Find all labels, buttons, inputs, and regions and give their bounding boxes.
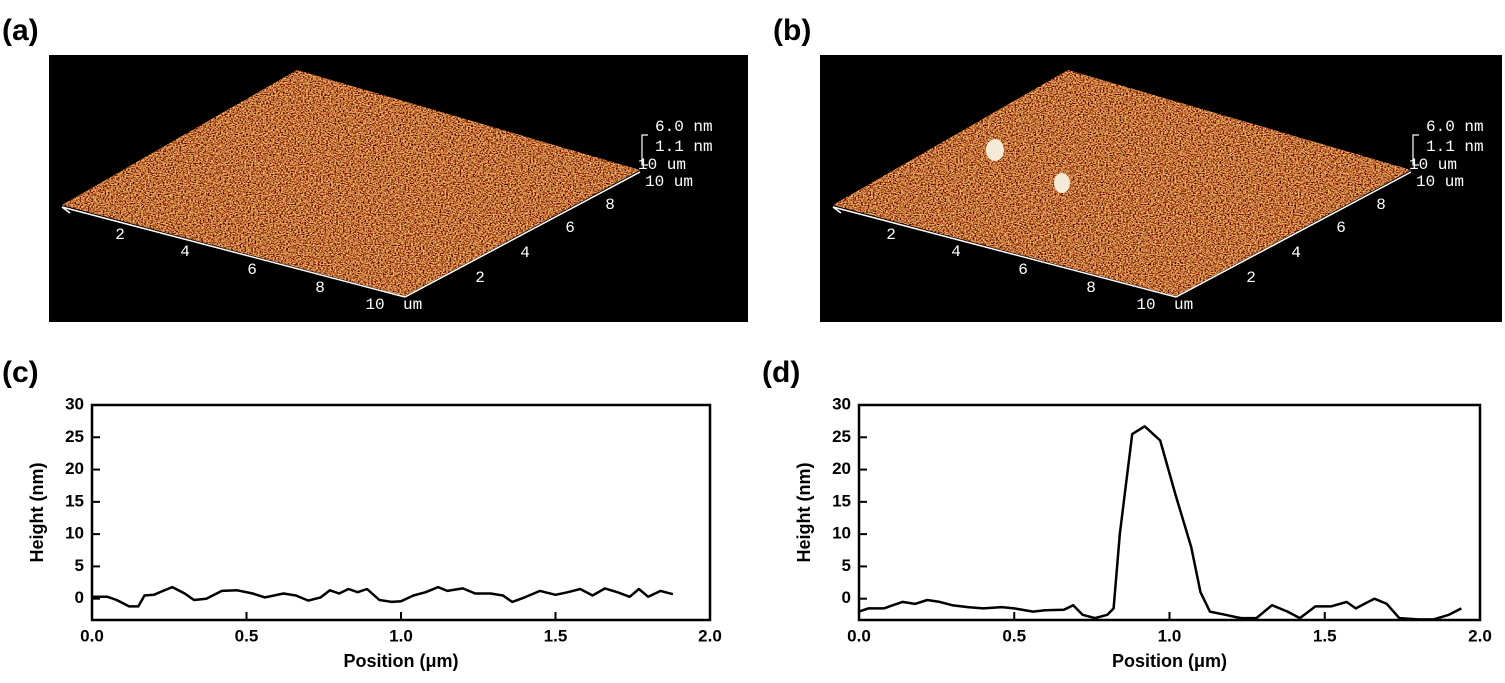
x-axis-title: Position (μm) bbox=[343, 651, 458, 671]
afm-tick-label: 6 bbox=[1018, 261, 1028, 279]
afm-tick-label: 4 bbox=[180, 243, 190, 261]
panel-label: (d) bbox=[762, 356, 800, 389]
afm-axis bbox=[61, 206, 71, 214]
afm-axis bbox=[404, 171, 641, 298]
afm-tick-label: 2 bbox=[475, 269, 485, 287]
panel-label: (c) bbox=[2, 356, 39, 389]
y-tick-label: 5 bbox=[842, 556, 851, 575]
afm-tick-label: 10 bbox=[365, 296, 384, 314]
y-tick-label: 10 bbox=[65, 524, 84, 543]
afm-tick-label: 4 bbox=[1291, 244, 1301, 262]
afm-unit: um bbox=[403, 296, 422, 314]
afm-axis bbox=[61, 206, 406, 298]
x-tick-label: 2.0 bbox=[1468, 626, 1492, 645]
particle bbox=[986, 139, 1004, 161]
afm-surface bbox=[62, 70, 640, 296]
y-tick-label: 30 bbox=[65, 394, 84, 413]
afm-tick-label: 8 bbox=[1376, 196, 1386, 214]
x-tick-label: 1.5 bbox=[1313, 626, 1337, 645]
x-tick-label: 1.0 bbox=[1158, 626, 1182, 645]
y-tick-label: 0 bbox=[842, 588, 851, 607]
data-line bbox=[92, 585, 674, 608]
scale-bracket bbox=[1412, 134, 1419, 166]
afm-scale-label: 10 um bbox=[1409, 156, 1457, 174]
data-line bbox=[858, 425, 1462, 621]
afm-surface bbox=[833, 70, 1411, 296]
x-tick-label: 0.5 bbox=[1002, 626, 1026, 645]
afm-axis bbox=[832, 206, 1177, 298]
y-tick-label: 20 bbox=[65, 459, 84, 478]
y-tick-label: 15 bbox=[832, 491, 851, 510]
y-tick-label: 5 bbox=[75, 556, 84, 575]
x-tick-label: 0.0 bbox=[847, 626, 871, 645]
plot-frame bbox=[90, 403, 712, 622]
afm-scale-label: 1.1 nm bbox=[1426, 138, 1484, 156]
y-tick-label: 30 bbox=[832, 394, 851, 413]
afm-tick-label: 8 bbox=[1086, 279, 1096, 297]
afm-tick-label: 6 bbox=[247, 261, 257, 279]
panel-label: (a) bbox=[2, 14, 39, 47]
afm-axis bbox=[1175, 171, 1412, 298]
x-tick-label: 0.0 bbox=[80, 626, 104, 645]
afm-tick-label: 4 bbox=[951, 243, 961, 261]
x-axis-title: Position (μm) bbox=[1112, 651, 1227, 671]
particle bbox=[1054, 173, 1070, 193]
afm-tick-label: 10 um bbox=[1416, 173, 1464, 191]
y-tick-label: 25 bbox=[65, 427, 84, 446]
scale-bracket bbox=[641, 134, 648, 166]
afm-scale-label: 6.0 nm bbox=[655, 118, 713, 136]
y-tick-label: 20 bbox=[832, 459, 851, 478]
x-tick-label: 0.5 bbox=[235, 626, 259, 645]
afm-tick-label: 6 bbox=[1336, 219, 1346, 237]
afm-unit: um bbox=[1174, 296, 1193, 314]
afm-tick-label: 4 bbox=[520, 244, 530, 262]
afm-scale-label: 6.0 nm bbox=[1426, 118, 1484, 136]
afm-tick-label: 2 bbox=[115, 226, 125, 244]
y-tick-label: 25 bbox=[832, 427, 851, 446]
y-tick-label: 0 bbox=[75, 588, 84, 607]
x-tick-label: 2.0 bbox=[698, 626, 722, 645]
afm-tick-label: 6 bbox=[565, 219, 575, 237]
x-tick-label: 1.5 bbox=[544, 626, 568, 645]
y-tick-label: 15 bbox=[65, 491, 84, 510]
panel-label: (b) bbox=[773, 14, 811, 47]
afm-tick-label: 10 um bbox=[645, 173, 693, 191]
afm-tick-label: 2 bbox=[1246, 269, 1256, 287]
x-tick-label: 1.0 bbox=[389, 626, 413, 645]
afm-tick-label: 2 bbox=[886, 226, 896, 244]
afm-scale-label: 10 um bbox=[638, 156, 686, 174]
afm-tick-label: 10 bbox=[1136, 296, 1155, 314]
afm-tick-label: 8 bbox=[315, 279, 325, 297]
afm-scale-label: 1.1 nm bbox=[655, 138, 713, 156]
afm-axis bbox=[832, 206, 842, 214]
afm-tick-label: 8 bbox=[605, 196, 615, 214]
plot-frame bbox=[857, 403, 1482, 622]
y-axis-title: Height (nm) bbox=[27, 463, 47, 563]
y-tick-label: 10 bbox=[832, 524, 851, 543]
y-axis-title: Height (nm) bbox=[794, 463, 814, 563]
